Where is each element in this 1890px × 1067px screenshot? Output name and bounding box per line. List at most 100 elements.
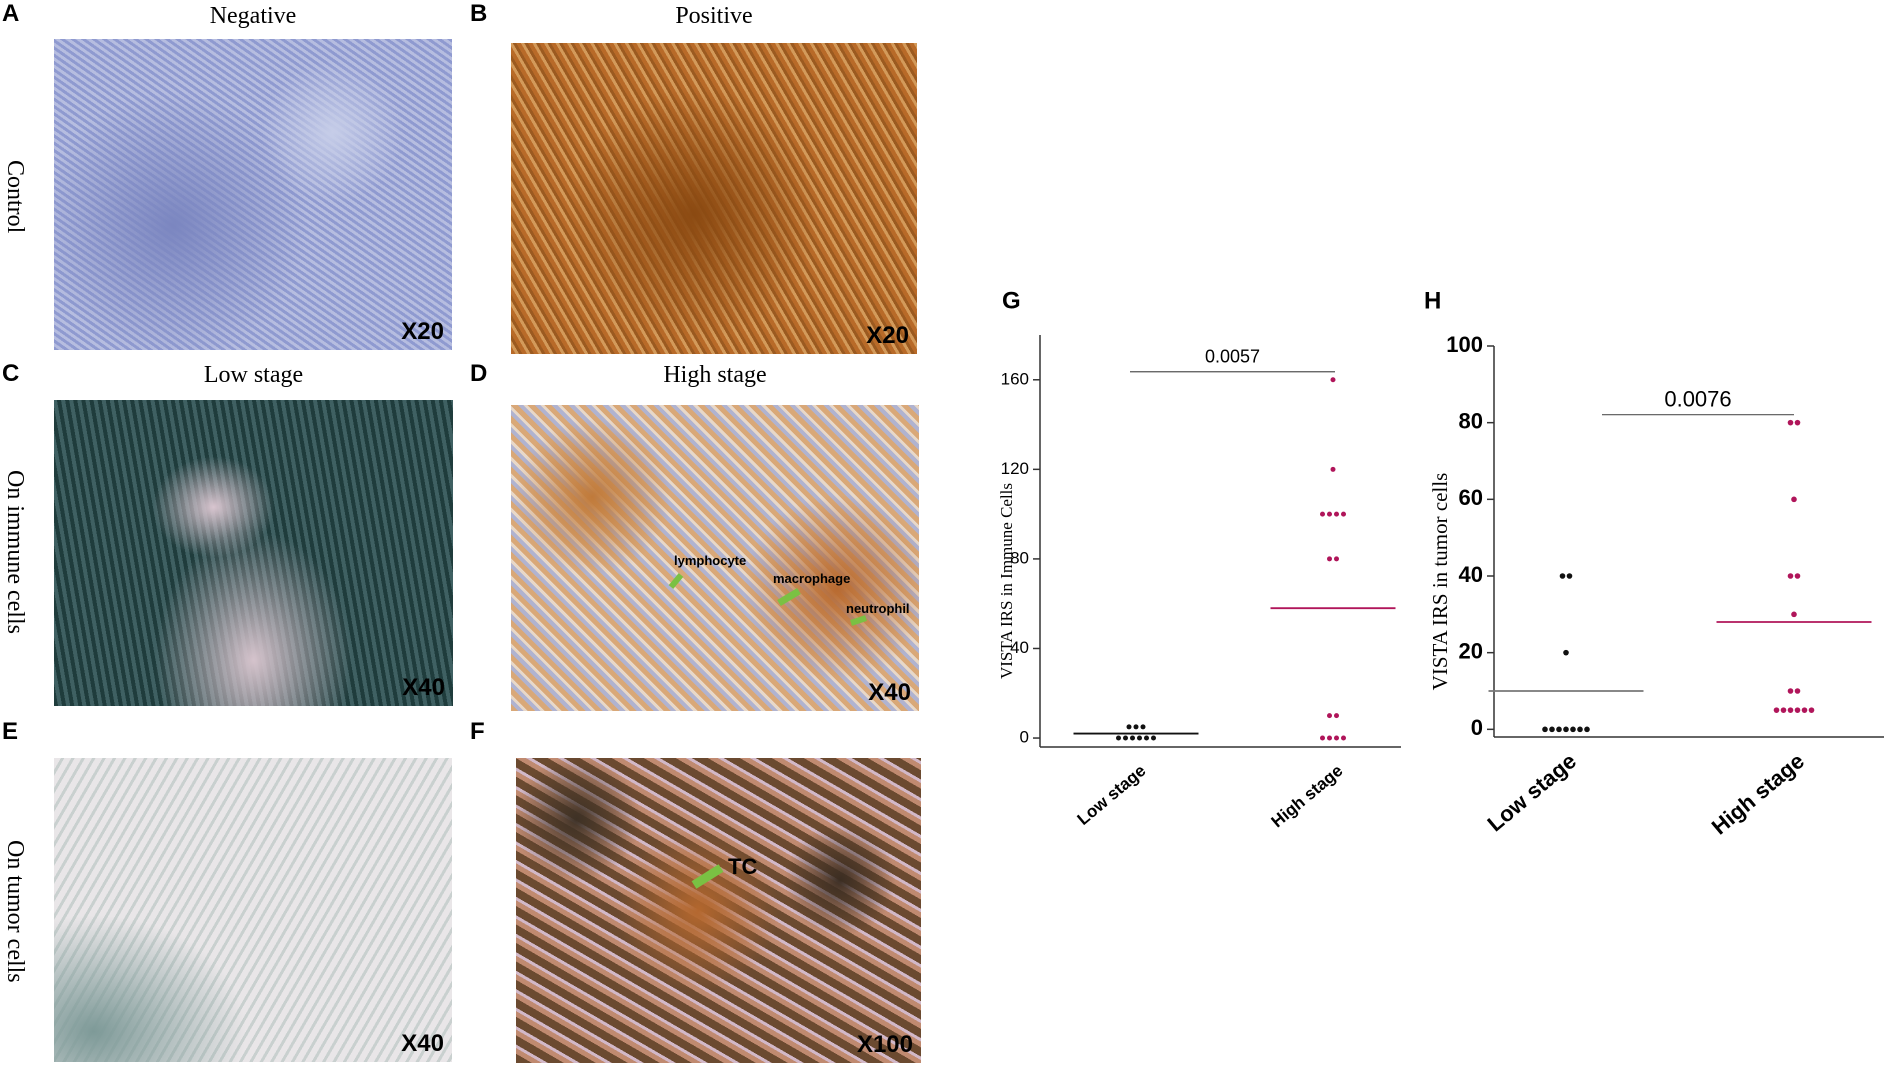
data-point (1566, 573, 1573, 579)
p-value: 0.0076 (1664, 386, 1731, 411)
data-point (1140, 724, 1146, 730)
y-tick-label: 80 (1010, 548, 1029, 567)
data-point (1791, 611, 1797, 618)
data-point (1320, 511, 1325, 517)
data-point (1334, 511, 1339, 517)
panel-title: Positive (675, 3, 753, 29)
y-axis-label: VISTA IRS in tumor cells (1428, 473, 1452, 691)
y-tick-label: 100 (1446, 332, 1483, 357)
chart-letter: G (1002, 287, 1021, 314)
data-point (1787, 573, 1794, 579)
panel-letter: C (2, 360, 20, 387)
x-tick-label: Low stage (1074, 761, 1150, 829)
panel-letter: D (470, 360, 488, 387)
data-point (1330, 377, 1336, 383)
y-tick-label: 0 (1020, 728, 1029, 747)
data-point (1773, 707, 1780, 713)
data-point (1137, 735, 1142, 741)
magnification: X20 (866, 322, 909, 349)
data-point (1570, 726, 1576, 733)
row-label: On tumor cells (2, 840, 28, 983)
row-label: Control (2, 160, 28, 234)
data-point (1123, 735, 1128, 741)
data-point (1801, 707, 1808, 713)
data-point (1133, 724, 1139, 730)
magnification: X20 (401, 318, 444, 345)
cell-label: macrophage (773, 571, 851, 586)
micrograph: X40 (54, 400, 453, 706)
cell-label: neutrophil (846, 601, 910, 616)
panel-letter: F (470, 718, 485, 745)
micrograph: X20 (511, 43, 917, 354)
data-point (1787, 707, 1794, 713)
data-point (1130, 735, 1135, 741)
arrow (777, 587, 801, 607)
panel-letter: B (470, 0, 488, 27)
panel-letter: A (2, 0, 20, 27)
arrow (691, 864, 724, 889)
data-point (1791, 496, 1797, 503)
charts: G 0 40 80 120 160 VISTA IRS in Immune Cells Low… (997, 287, 1884, 840)
data-point (1151, 735, 1156, 741)
data-point (1787, 688, 1794, 694)
chart-letter: H (1424, 287, 1441, 314)
y-tick-label: 60 (1459, 485, 1483, 510)
micrograph: X40 (54, 758, 452, 1062)
p-value: 0.0057 (1205, 347, 1260, 367)
cell-label: lymphocyte (674, 553, 747, 568)
data-point (1563, 649, 1569, 656)
data-point (1126, 724, 1132, 730)
arrow (850, 615, 867, 626)
data-point (1334, 556, 1339, 562)
data-point (1320, 735, 1325, 741)
data-point (1341, 735, 1346, 741)
panel-title: High stage (663, 362, 767, 388)
data-point (1563, 726, 1569, 733)
data-point (1584, 726, 1590, 733)
data-point (1794, 707, 1801, 713)
data-point (1559, 573, 1566, 579)
data-point (1116, 735, 1121, 741)
y-tick-label: 120 (1001, 459, 1029, 478)
y-tick-label: 40 (1010, 638, 1029, 657)
y-tick-label: 40 (1459, 562, 1483, 587)
magnification: X40 (401, 1030, 444, 1057)
y-axis-label: VISTA IRS in Immune Cells (997, 483, 1016, 679)
panel-title: Low stage (203, 362, 304, 388)
y-tick-label: 80 (1459, 408, 1483, 433)
y-tick-label: 20 (1459, 638, 1483, 663)
micrograph: lymphocyte macrophage neutrophil X40 (511, 405, 919, 711)
data-point (1794, 573, 1801, 579)
panel-title: Negative (209, 3, 297, 29)
panel-letter: E (2, 718, 19, 745)
magnification: X40 (402, 674, 445, 701)
cell-label: TC (728, 854, 758, 879)
data-point (1327, 556, 1332, 562)
data-point (1334, 735, 1339, 741)
arrows (668, 573, 867, 626)
magnification: X100 (856, 1031, 913, 1058)
data-point (1794, 419, 1801, 426)
data-point (1341, 511, 1346, 517)
data-point (1556, 726, 1562, 733)
data-point (1577, 726, 1583, 733)
data-point (1327, 735, 1332, 741)
data-point (1144, 735, 1149, 741)
data-point (1334, 713, 1339, 719)
data-point (1327, 713, 1332, 719)
row-label: On immune cells (2, 470, 28, 634)
y-tick-label: 0 (1471, 715, 1483, 740)
x-tick-label: Low stage (1482, 748, 1580, 836)
micrograph: X20 (54, 39, 452, 350)
data-point (1542, 726, 1548, 733)
data-point (1787, 419, 1794, 426)
data-point (1794, 688, 1801, 694)
arrow (668, 573, 684, 589)
data-point (1780, 707, 1787, 713)
magnification: X40 (868, 679, 911, 706)
data-point (1808, 707, 1815, 713)
x-tick-label: High stage (1268, 761, 1347, 831)
data-point (1330, 466, 1336, 472)
x-tick-label: High stage (1707, 748, 1809, 839)
